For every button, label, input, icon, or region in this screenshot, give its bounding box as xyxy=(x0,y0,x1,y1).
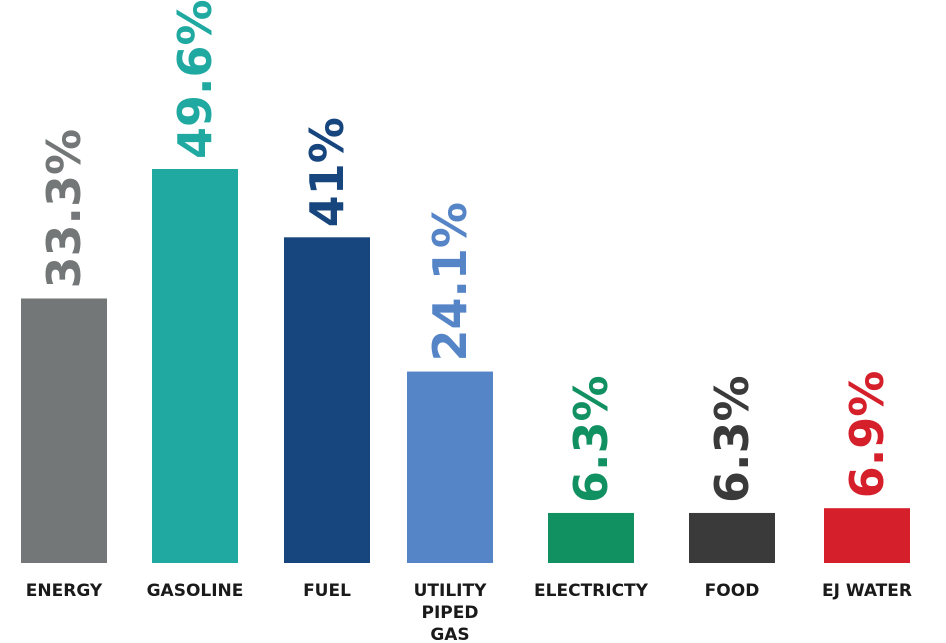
category-label-line: FOOD xyxy=(705,581,760,601)
category-label-line: EJ WATER xyxy=(822,581,912,601)
category-label-line: PIPED xyxy=(422,603,479,623)
category-label-line: ENERGY xyxy=(26,581,103,601)
category-label-line: UTILITY xyxy=(414,581,487,601)
bar-5 xyxy=(689,512,775,563)
category-labels-layer: ENERGY GASOLINE FUEL UTILITY PIPED GAS ELECTRI… xyxy=(26,581,912,643)
category-label-1: GASOLINE xyxy=(147,581,244,601)
category-label-line: ELECTRICTY xyxy=(534,581,649,601)
bar-value-label-6: 6.9% xyxy=(840,371,894,499)
bar-2 xyxy=(284,237,370,563)
category-label-line: GAS xyxy=(430,625,469,643)
bar-value-label-2: 41% xyxy=(300,117,354,227)
category-label-2: FUEL xyxy=(303,581,351,601)
bar-value-label-3: 24.1% xyxy=(423,202,477,362)
value-labels-layer: 33.3% 49.6% 41% 24.1% 6.3% 6.3% 6.9% xyxy=(37,0,894,503)
bar-6 xyxy=(824,508,910,563)
category-label-0: ENERGY xyxy=(26,581,103,601)
bar-4 xyxy=(548,512,634,563)
category-label-line: FUEL xyxy=(303,581,351,601)
bar-1 xyxy=(152,169,238,563)
bar-3 xyxy=(407,371,493,563)
bar-value-label-0: 33.3% xyxy=(37,129,91,289)
category-label-4: ELECTRICTY xyxy=(534,581,649,601)
category-label-5: FOOD xyxy=(705,581,760,601)
category-label-6: EJ WATER xyxy=(822,581,912,601)
bar-0 xyxy=(21,298,107,563)
bar-value-label-5: 6.3% xyxy=(705,375,759,503)
category-label-line: GASOLINE xyxy=(147,581,244,601)
bars-layer xyxy=(21,169,910,563)
bar-value-label-4: 6.3% xyxy=(564,375,618,503)
bar-value-label-1: 49.6% xyxy=(168,0,222,159)
category-label-3: UTILITY PIPED GAS xyxy=(414,581,487,643)
